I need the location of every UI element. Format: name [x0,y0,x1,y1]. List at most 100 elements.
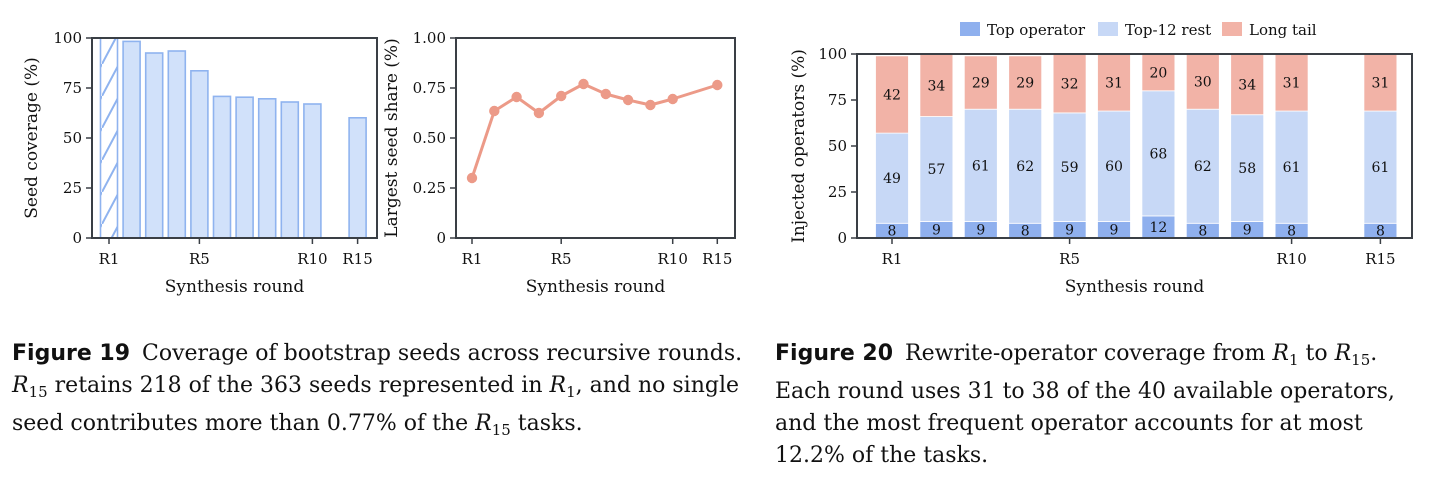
operator-segment-label: 61 [972,158,990,174]
operator-segment-label: 9 [932,223,941,239]
operator-bar-segment [1141,53,1176,92]
operator-bar-segment [1230,53,1265,116]
legend-label: Top-12 rest [1125,21,1211,39]
operator-segment-label: 8 [1287,224,1296,240]
chart-a-ytick-label: 50 [63,129,82,147]
chart-b-ytick-label: 0 [436,229,446,247]
operator-bar-segment [1363,110,1398,224]
figure-20-label: Figure 20 [775,341,894,366]
chart-a-xlabel: Synthesis round [165,277,305,297]
operator-bar-segment [963,108,998,222]
operator-bar-segment [1052,53,1087,114]
chart-b-xlabel: Synthesis round [526,277,666,297]
chart-b-xtick-label: R1 [462,250,483,268]
figure-20-caption-text-1: Rewrite-operator coverage from [905,341,1273,366]
operator-bar-segment [1230,114,1265,222]
operator-segment-label: 8 [1376,224,1385,240]
operator-bar-segment [1141,90,1176,217]
chart-a-ylabel: Seed coverage (%) [22,57,42,219]
operator-segment-label: 30 [1194,75,1212,91]
seed-coverage-bar [167,50,187,239]
largest-seed-share-line [470,82,718,179]
r15-symbol: R15 [1334,341,1371,369]
operator-segment-label: 68 [1149,146,1167,162]
chart-b-ytick-label: 0.75 [413,79,446,97]
figure-20-caption-text-2: to [1298,341,1335,366]
operator-segment-label: 29 [1016,76,1034,92]
figure-19-caption-text-2: retains 218 of the 363 seeds represented… [47,373,550,398]
largest-seed-share-point [466,172,478,184]
seed-coverage-bar [257,98,277,239]
largest-seed-share-point [645,99,656,111]
chart-b-ytick-label: 1.00 [413,29,446,47]
operator-segment-label: 62 [1016,159,1034,175]
operator-segment-label: 8 [1198,224,1207,240]
operator-segment-label: 31 [1371,76,1389,92]
largest-seed-share-point [556,90,567,102]
seed-coverage-bar [122,40,141,239]
largest-seed-share-point [533,107,545,119]
seed-coverage-bar [144,52,164,239]
figure-19-caption-text-3: , and no single seed contributes more th… [12,373,739,436]
operator-segment-label: 9 [1243,223,1252,239]
figure-19-label: Figure 19 [12,341,131,366]
largest-seed-share-point [578,78,589,90]
largest-seed-share-point [600,88,611,100]
chart-b-xtick-label: R15 [702,250,732,268]
chart-a-ytick-label: 25 [63,179,82,197]
operator-segment-label: 31 [1283,76,1301,92]
operator-bar-segment [875,132,909,224]
legend-label: Top operator [987,21,1086,39]
chart-c-ytick-label: 50 [828,137,847,155]
r15-symbol-2: R15 [475,411,511,439]
operator-segment-label: 59 [1061,160,1079,176]
operator-segment-label: 34 [1238,77,1256,93]
chart-c-xtick-label: R15 [1365,250,1395,268]
legend-swatch [1222,22,1242,36]
seed-coverage-bar [235,96,254,239]
chart-c-ytick-label: 0 [837,229,847,247]
chart-b-ylabel: Largest seed share (%) [382,38,402,237]
chart-b-xtick-label: R10 [658,250,688,268]
operator-segment-label: 8 [1021,224,1030,240]
seed-coverage-bar [348,117,367,239]
operator-segment-label: 60 [1105,159,1123,175]
operator-bar-segment [1363,53,1398,112]
chart-a-xtick-label: R15 [342,250,372,268]
figure-20-caption-text-3: . Each round uses 31 to 38 of the 40 ava… [775,341,1395,468]
chart-a-xtick-label: R10 [297,250,327,268]
operator-segment-label: 9 [1110,223,1119,239]
r15-symbol: R15 [12,373,48,401]
r1-symbol: R1 [549,373,576,401]
figure-19-caption-text-4: tasks. [510,411,583,436]
operator-segment-label: 31 [1105,76,1123,92]
operator-segment-label: 9 [1065,223,1074,239]
operator-segment-label: 49 [883,171,901,187]
operator-bar-segment [1274,53,1309,112]
operator-bar-segment [1097,53,1131,112]
seed-coverage-bar [303,103,322,239]
operator-bar-segment [1052,112,1087,222]
chart-c-xtick-label: R10 [1276,250,1306,268]
operator-segment-label: 61 [1371,160,1389,176]
legend-swatch [960,22,980,36]
chart-c-ytick-label: 75 [828,91,847,109]
seed-coverage-bar [99,37,119,239]
operator-segment-label: 57 [927,162,945,178]
legend-swatch [1098,22,1118,36]
chart-a-ytick-label: 100 [53,29,82,47]
seed-coverage-bar [280,101,300,239]
operator-segment-label: 29 [972,76,990,92]
operator-segment-label: 20 [1149,65,1167,81]
figure-20-caption: Figure 20 Rewrite-operator coverage from … [775,338,1425,472]
largest-seed-share-point [511,91,522,103]
operator-segment-label: 9 [976,223,985,239]
chart-c-ytick-label: 100 [818,45,847,63]
chart-a-xtick-label: R1 [99,250,120,268]
figure-19-caption: Figure 19 Coverage of bootstrap seeds acr… [12,338,752,446]
operator-bar-segment [875,55,909,134]
largest-seed-share-point [712,79,723,91]
seed-coverage-bar [212,95,232,239]
